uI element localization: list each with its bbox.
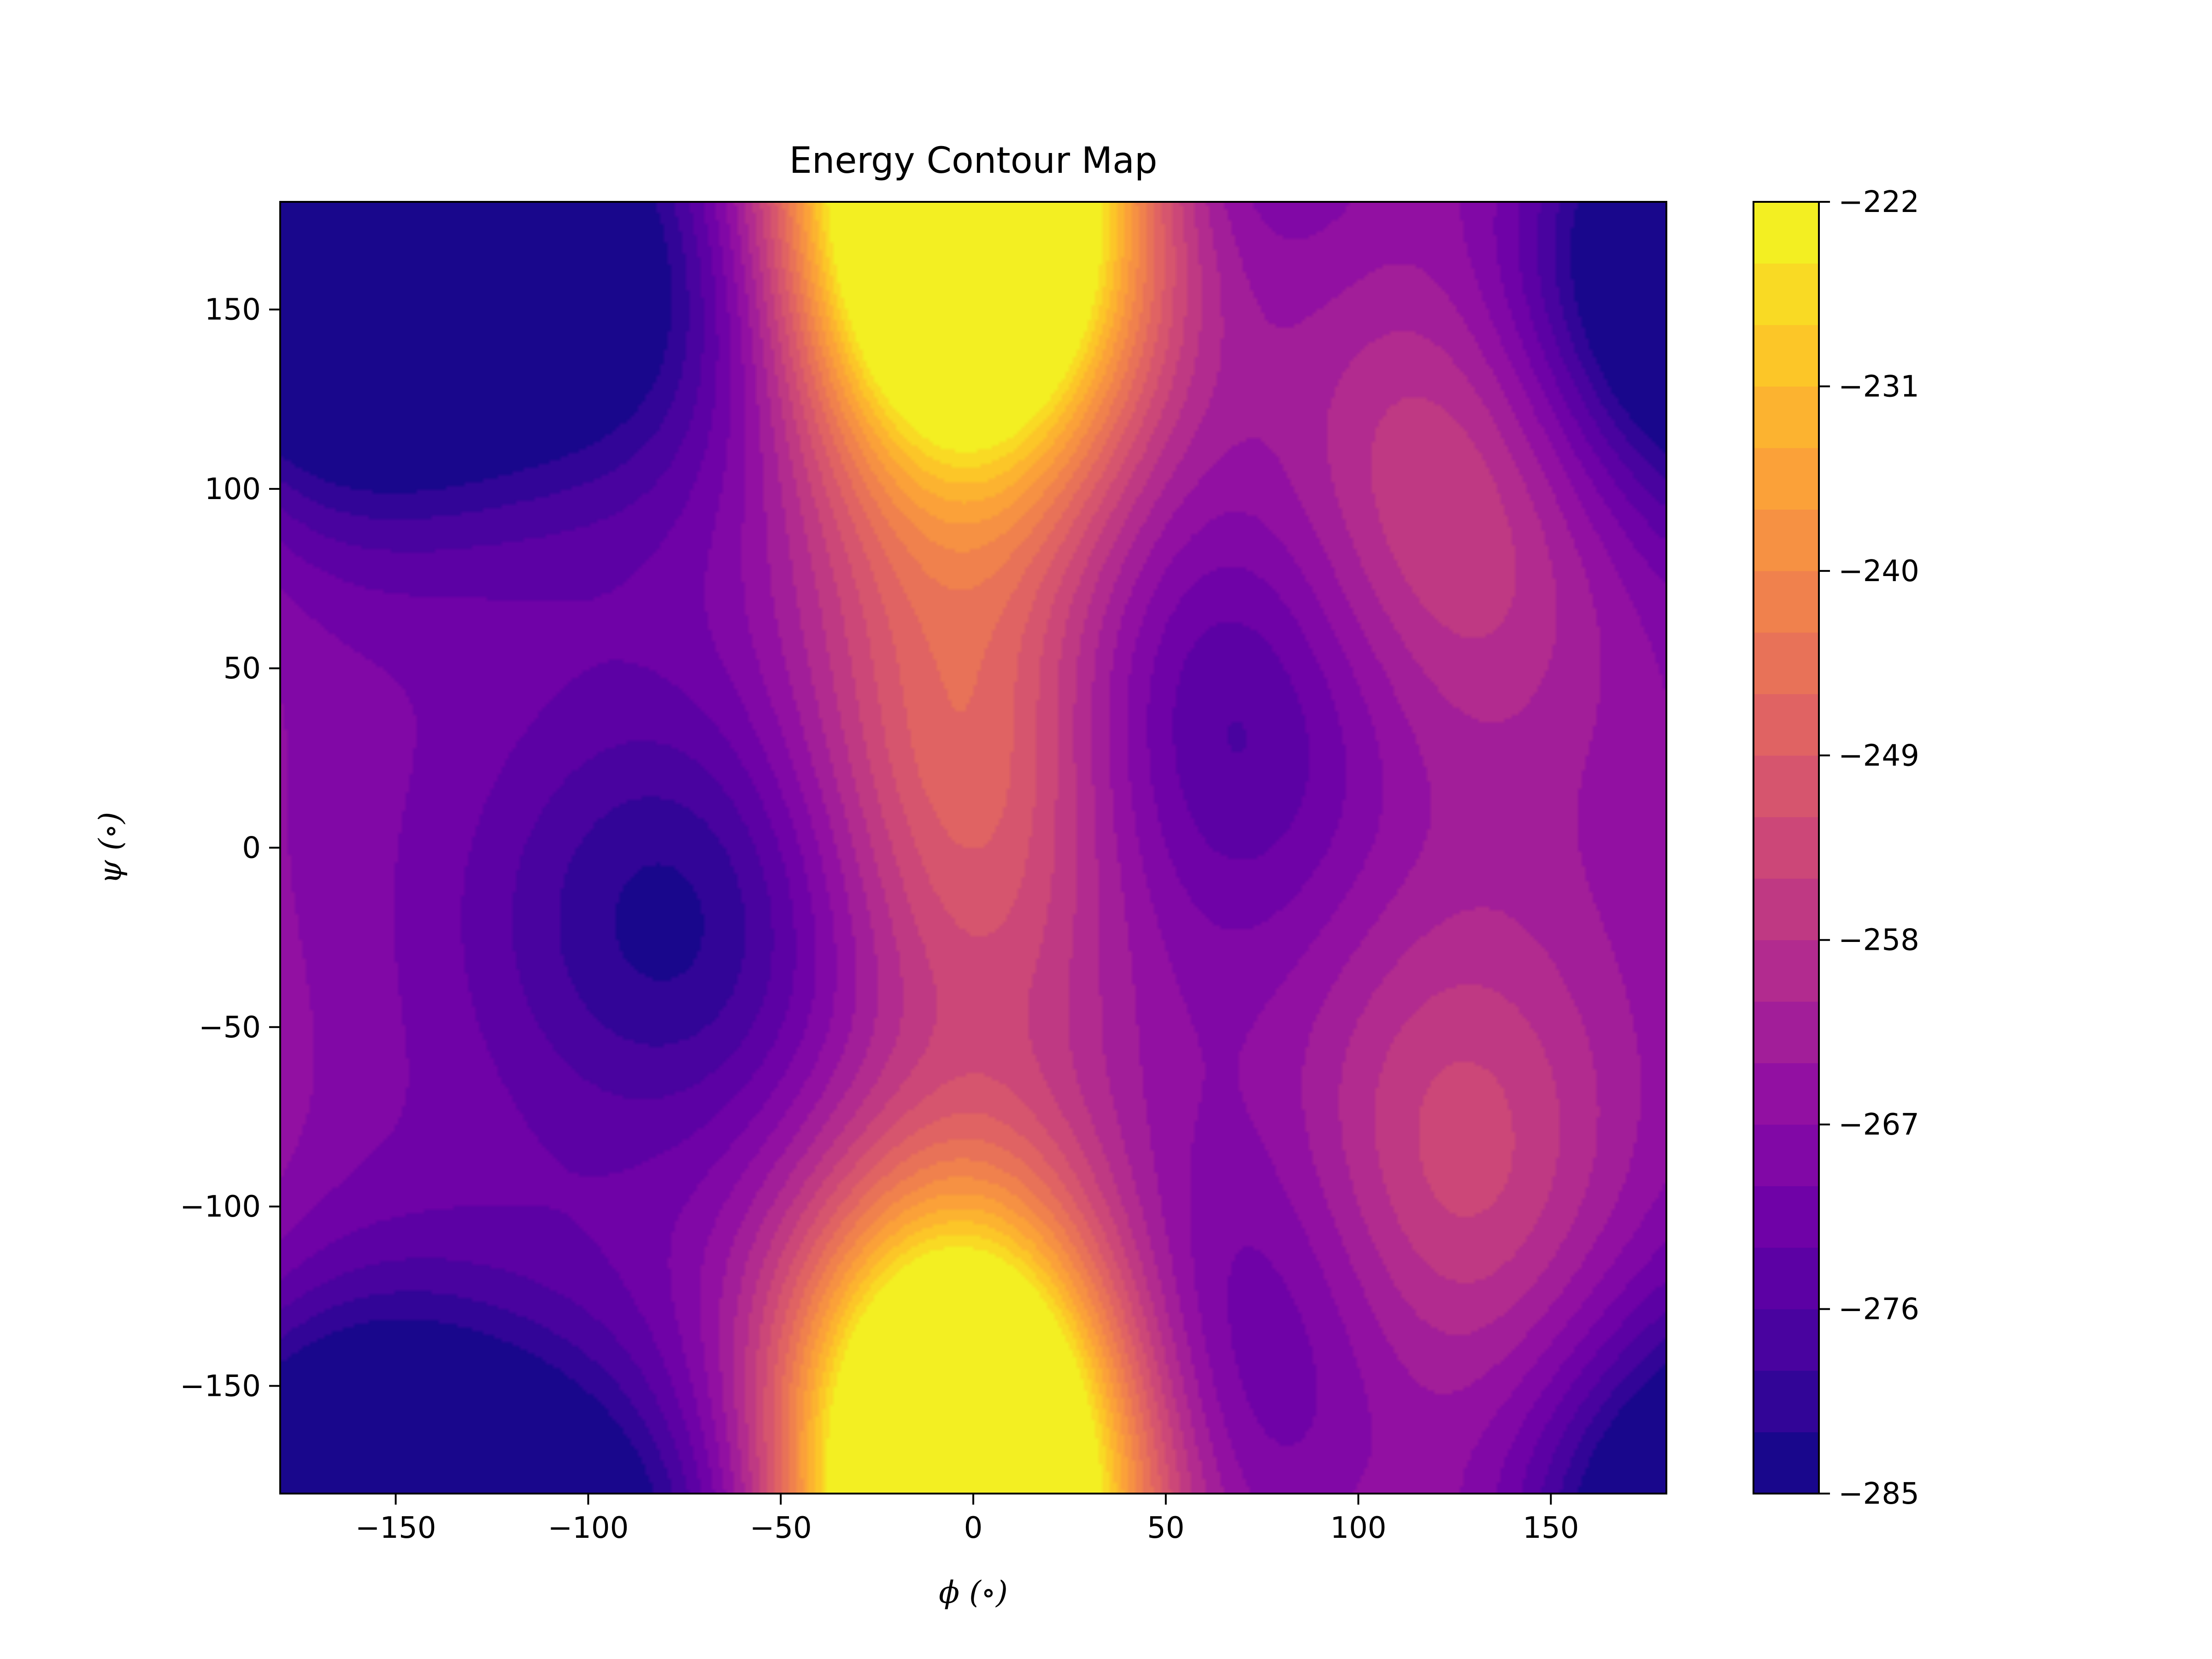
y-tick-label: 0 <box>242 831 261 865</box>
x-tick-label: 100 <box>1330 1511 1386 1545</box>
colorbar-tick-label: −222 <box>1838 185 1919 219</box>
x-tick-label: 0 <box>964 1511 983 1545</box>
y-tick-label: 150 <box>205 293 261 327</box>
colorbar-tick-label: −267 <box>1838 1108 1919 1142</box>
colorbar-tick-label: −249 <box>1838 739 1919 773</box>
y-tick-label: 50 <box>224 652 261 686</box>
colorbar-tick-label: −231 <box>1838 370 1919 404</box>
colorbar-band <box>1753 1063 1819 1125</box>
colorbar-band <box>1753 1124 1819 1187</box>
colorbar-band <box>1753 571 1819 633</box>
colorbar-band <box>1753 447 1819 510</box>
colorbar-tick-label: −285 <box>1838 1477 1919 1511</box>
colorbar-band <box>1753 1432 1819 1494</box>
colorbar-band <box>1753 940 1819 1002</box>
y-tick-label: −100 <box>180 1190 261 1224</box>
colorbar-band <box>1753 632 1819 694</box>
x-tick-label: −100 <box>548 1511 629 1545</box>
y-tick-label: −150 <box>180 1369 261 1403</box>
colorbar-tick-label: −240 <box>1838 554 1919 588</box>
colorbar-frame <box>1753 201 1820 1494</box>
colorbar <box>1753 202 1819 1494</box>
x-tick-label: −50 <box>750 1511 812 1545</box>
colorbar-band <box>1753 263 1819 325</box>
x-axis-ticks: −150 −100 −50 0 50 100 150 <box>355 1494 1579 1545</box>
colorbar-band <box>1753 755 1819 818</box>
colorbar-band <box>1753 1309 1819 1371</box>
y-tick-label: 100 <box>205 472 261 506</box>
y-tick-label: −50 <box>199 1011 261 1045</box>
colorbar-band <box>1753 386 1819 448</box>
x-tick-label: −150 <box>355 1511 436 1545</box>
colorbar-band <box>1753 694 1819 756</box>
x-tick-label: 50 <box>1147 1511 1184 1545</box>
y-axis-ticks: −150 −100 −50 0 50 100 150 <box>180 293 280 1403</box>
x-axis-label: ϕ (∘) <box>939 1575 1008 1610</box>
colorbar-ticks: −222 −231 −240 −249 −258 −267 −276 −285 <box>1819 185 1919 1511</box>
colorbar-band <box>1753 1247 1819 1310</box>
colorbar-band <box>1753 1001 1819 1064</box>
colorbar-band <box>1753 202 1819 264</box>
colorbar-band <box>1753 509 1819 571</box>
colorbar-band <box>1753 878 1819 941</box>
plot-area <box>279 201 1667 1494</box>
colorbar-band <box>1753 324 1819 387</box>
x-tick-label: 150 <box>1523 1511 1579 1545</box>
colorbar-tick-label: −258 <box>1838 924 1919 958</box>
colorbar-tick-label: −276 <box>1838 1293 1919 1327</box>
contour-field <box>280 202 1666 1494</box>
chart-title: Energy Contour Map <box>789 140 1158 182</box>
colorbar-band <box>1753 1186 1819 1248</box>
colorbar-band <box>1753 1371 1819 1433</box>
colorbar-band <box>1753 817 1819 879</box>
y-axis-label: ψ (∘) <box>93 812 128 884</box>
